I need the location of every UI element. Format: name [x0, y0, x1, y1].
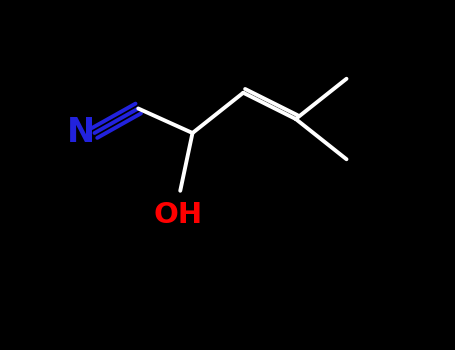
Text: OH: OH	[154, 201, 203, 229]
Text: N: N	[66, 117, 95, 149]
